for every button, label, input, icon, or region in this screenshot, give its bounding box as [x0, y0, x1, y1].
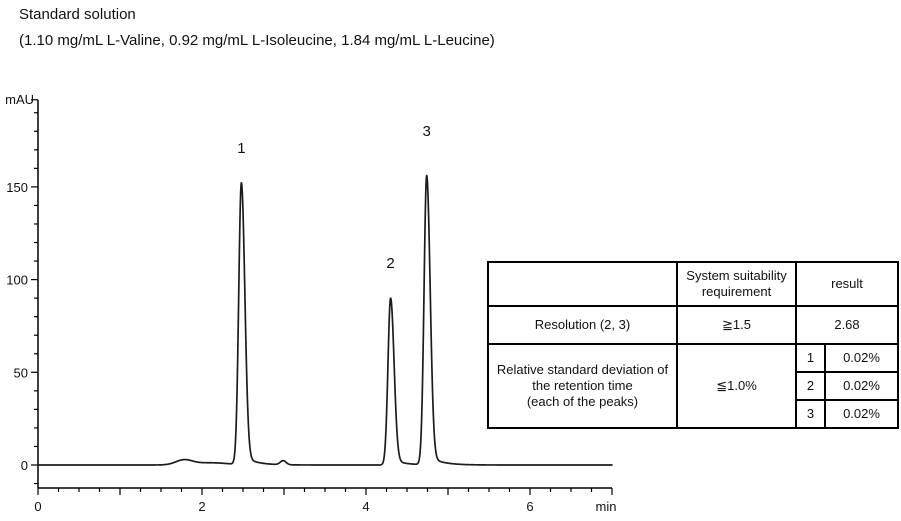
header-criterion-cell	[487, 261, 678, 307]
y-tick-label: 150	[6, 180, 28, 195]
page-title: Standard solution	[19, 6, 136, 23]
rsd-label: Relative standard deviation of the reten…	[487, 343, 678, 429]
rsd-peak-number-1: 1	[795, 343, 826, 373]
y-axis-title: mAU	[5, 92, 34, 107]
x-tick-label: 2	[198, 499, 205, 514]
x-tick-label: 4	[362, 499, 369, 514]
page-subtitle: (1.10 mg/mL L-Valine, 0.92 mg/mL L-Isole…	[19, 32, 495, 49]
chromatogram-trace	[37, 174, 613, 466]
system-suitability-table: System suitability requirement result Re…	[487, 261, 900, 429]
header-result-cell: result	[794, 261, 900, 307]
y-tick-label: 100	[6, 273, 28, 288]
rsd-value-3: 0.02%	[823, 399, 900, 429]
rsd-requirement: ≦1.0%	[676, 343, 797, 429]
y-tick-label: 0	[21, 458, 28, 473]
peak-label-3: 3	[423, 123, 431, 140]
resolution-requirement: ≧1.5	[676, 305, 797, 345]
x-axis-title: min	[596, 499, 617, 514]
header-requirement-cell: System suitability requirement	[676, 261, 797, 307]
y-tick-label: 50	[14, 365, 28, 380]
peak-label-2: 2	[386, 255, 394, 272]
resolution-row: Resolution (2, 3) ≧1.5 2.68	[487, 305, 900, 345]
rsd-peak-number-3: 3	[795, 399, 826, 429]
peak-label-1: 1	[237, 140, 245, 157]
x-tick-label: 6	[526, 499, 533, 514]
resolution-result: 2.68	[794, 305, 900, 345]
rsd-row-peak-3: 3 0.02%	[488, 399, 900, 429]
rsd-peak-number-2: 2	[795, 371, 826, 401]
table-header-row: System suitability requirement result	[487, 261, 900, 307]
x-tick-label: 0	[34, 499, 41, 514]
rsd-value-2: 0.02%	[823, 371, 900, 401]
rsd-row-peak-1: Relative standard deviation of the reten…	[487, 343, 900, 429]
rsd-value-1: 0.02%	[823, 343, 900, 373]
rsd-row-peak-2: 2 0.02%	[488, 371, 900, 401]
resolution-label: Resolution (2, 3)	[487, 305, 678, 345]
